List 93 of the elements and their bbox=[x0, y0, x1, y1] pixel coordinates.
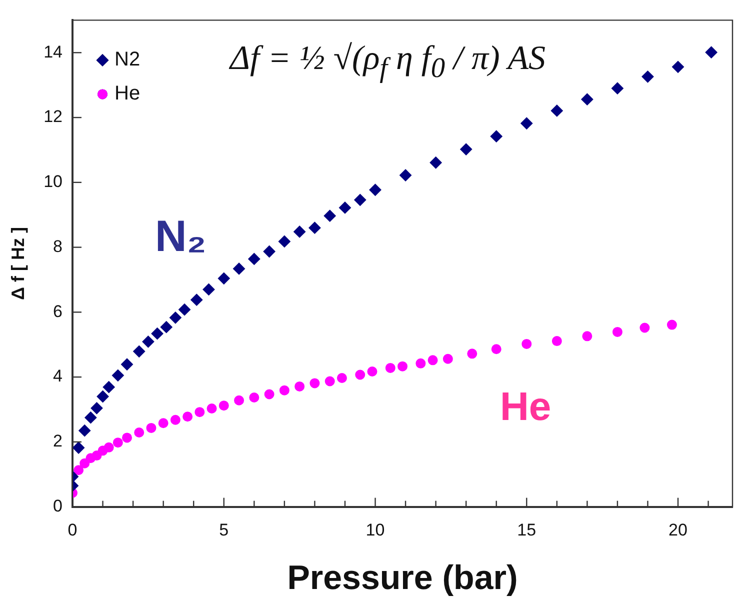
point bbox=[279, 385, 290, 396]
point bbox=[398, 361, 408, 372]
point bbox=[90, 402, 103, 414]
point bbox=[672, 60, 684, 73]
x-tick-label: 20 bbox=[668, 520, 688, 540]
legend-label: He bbox=[114, 82, 140, 105]
point bbox=[294, 226, 306, 238]
point bbox=[522, 338, 532, 349]
point bbox=[84, 412, 97, 424]
point bbox=[112, 369, 124, 382]
x-tick-label: 10 bbox=[366, 520, 385, 540]
x-tick-label: 15 bbox=[517, 520, 536, 540]
point bbox=[442, 354, 453, 364]
point bbox=[78, 424, 91, 437]
y-tick-label: 12 bbox=[44, 107, 63, 126]
point bbox=[324, 376, 335, 386]
annotation: N₂ bbox=[155, 212, 206, 262]
y-axis-title: Δ f [ Hz ] bbox=[8, 227, 28, 300]
point bbox=[133, 345, 146, 358]
point bbox=[705, 46, 718, 58]
point bbox=[430, 156, 442, 169]
point bbox=[202, 283, 215, 296]
point bbox=[385, 362, 396, 373]
point bbox=[428, 355, 438, 366]
point bbox=[550, 104, 563, 117]
point bbox=[264, 389, 274, 400]
point bbox=[102, 381, 115, 394]
point bbox=[169, 312, 182, 324]
point bbox=[121, 358, 134, 370]
point bbox=[369, 184, 382, 196]
point bbox=[160, 321, 172, 334]
point bbox=[611, 82, 624, 94]
point bbox=[194, 407, 205, 418]
point bbox=[122, 432, 132, 443]
point bbox=[491, 344, 502, 354]
point bbox=[582, 331, 592, 342]
y-tick-label: 0 bbox=[53, 496, 63, 516]
point bbox=[278, 235, 290, 248]
y-tick-label: 2 bbox=[53, 432, 63, 451]
y-tick-label: 8 bbox=[53, 236, 63, 256]
annotation: He bbox=[500, 385, 552, 430]
y-tick-label: 4 bbox=[53, 366, 63, 386]
point bbox=[233, 262, 246, 275]
point bbox=[467, 348, 478, 359]
point bbox=[490, 130, 502, 142]
point bbox=[206, 404, 217, 414]
annotation: Δf = ½ √(ρ$_{f}$ η f$_{0}$ / π) AS bbox=[230, 40, 546, 85]
point bbox=[263, 245, 276, 258]
point bbox=[190, 294, 203, 306]
point bbox=[158, 418, 168, 428]
point bbox=[170, 414, 180, 425]
point bbox=[134, 428, 144, 438]
point bbox=[72, 442, 85, 454]
point bbox=[146, 422, 156, 433]
point bbox=[308, 222, 321, 234]
point bbox=[234, 395, 244, 406]
x-tick-label: 0 bbox=[68, 520, 78, 540]
point bbox=[96, 390, 109, 403]
y-tick-label: 14 bbox=[44, 42, 63, 62]
point bbox=[354, 194, 366, 206]
point bbox=[218, 400, 229, 411]
point bbox=[552, 336, 562, 346]
point bbox=[151, 328, 164, 340]
x-axis-title: Pressure (bar) bbox=[287, 558, 518, 597]
point bbox=[104, 442, 114, 452]
point bbox=[74, 465, 84, 476]
point bbox=[642, 70, 654, 83]
point bbox=[218, 272, 230, 284]
point bbox=[249, 392, 260, 402]
point bbox=[338, 202, 351, 214]
point bbox=[310, 378, 320, 388]
point bbox=[112, 438, 123, 448]
point bbox=[294, 381, 305, 392]
point bbox=[400, 169, 412, 182]
point bbox=[355, 370, 366, 380]
point bbox=[336, 373, 347, 384]
point bbox=[612, 326, 622, 337]
point bbox=[416, 358, 426, 368]
point bbox=[142, 336, 154, 348]
x-tick-label: 5 bbox=[219, 520, 229, 540]
point bbox=[581, 93, 594, 106]
point bbox=[520, 117, 533, 130]
legend-label: N2 bbox=[114, 48, 140, 71]
y-tick-label: 10 bbox=[44, 172, 63, 192]
y-tick-label: 6 bbox=[53, 302, 63, 321]
point bbox=[178, 304, 191, 316]
point bbox=[367, 366, 378, 377]
point bbox=[182, 412, 193, 422]
point bbox=[248, 252, 260, 265]
point bbox=[324, 210, 336, 222]
point bbox=[460, 143, 472, 156]
point bbox=[666, 320, 677, 330]
point bbox=[640, 322, 650, 333]
